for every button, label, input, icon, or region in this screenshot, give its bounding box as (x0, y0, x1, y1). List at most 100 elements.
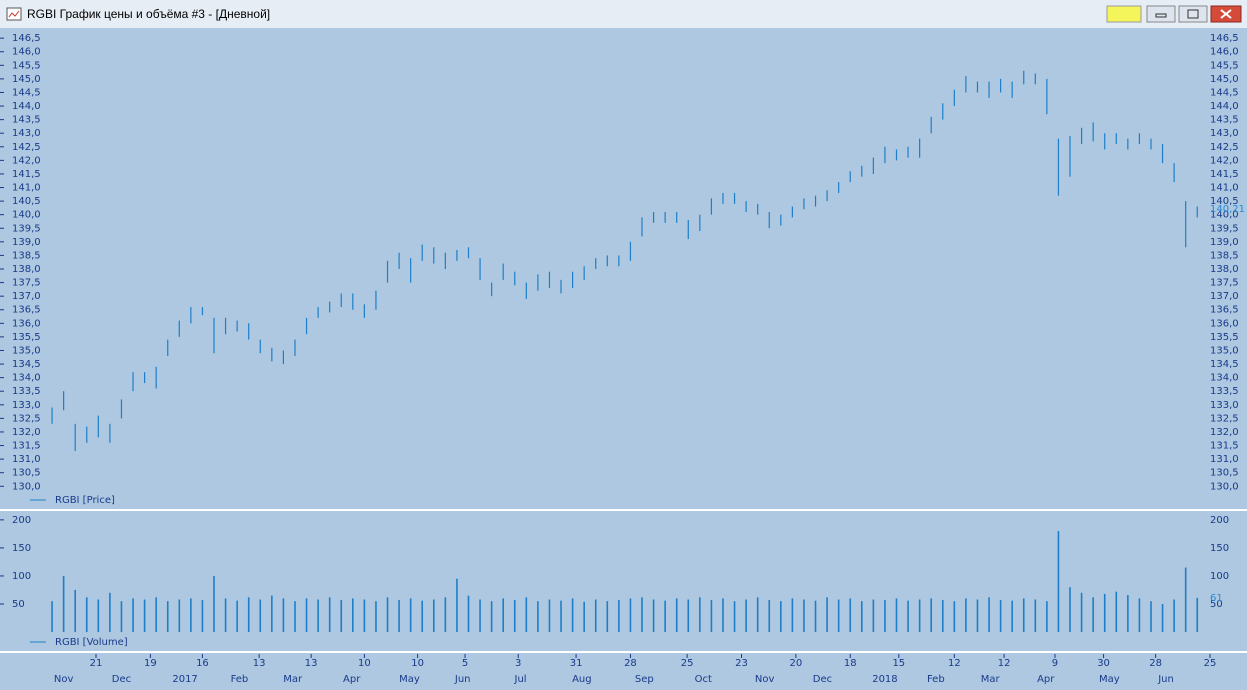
y-tick-label: 145,0 (12, 74, 41, 85)
volume-bar (328, 597, 331, 633)
volume-bar (1150, 601, 1152, 633)
y-tick-label: 200 (12, 515, 31, 526)
x-tick-label: 25 (681, 658, 694, 669)
volume-bar (513, 600, 516, 633)
volume-bar (155, 597, 157, 633)
volume-bar (976, 599, 979, 633)
y-tick-label: 145,5 (1210, 60, 1239, 71)
volume-bar (386, 597, 389, 633)
y-tick-label: 138,5 (12, 250, 41, 261)
x-month-label: Apr (1037, 674, 1055, 685)
volume-bar (907, 600, 909, 633)
y-tick-label: 139,5 (12, 223, 41, 234)
volume-bar (109, 592, 111, 633)
y-tick-label: 100 (12, 571, 31, 582)
x-month-label: Aug (572, 674, 592, 685)
y-tick-label: 50 (12, 599, 25, 610)
volume-bar (294, 601, 296, 633)
y-tick-label: 144,0 (1210, 101, 1239, 112)
y-tick-label: 142,0 (12, 155, 41, 166)
y-tick-label: 146,0 (12, 47, 41, 58)
y-tick-label: 130,0 (12, 481, 41, 492)
volume-bar (201, 600, 204, 633)
y-tick-label: 50 (1210, 599, 1223, 610)
volume-bar (641, 597, 643, 633)
y-tick-label: 145,5 (12, 60, 41, 71)
volume-bar (398, 600, 400, 633)
volume-bar (860, 601, 863, 633)
volume-bar (120, 601, 123, 633)
y-tick-label: 146,5 (12, 33, 41, 44)
volume-bar (837, 599, 840, 633)
volume-bar (363, 599, 366, 633)
volume-bar (849, 598, 852, 633)
y-tick-label: 133,0 (1210, 400, 1239, 411)
volume-bar (502, 598, 504, 633)
x-tick-label: 10 (358, 658, 371, 669)
y-tick-label: 136,5 (12, 305, 41, 316)
maximize-button[interactable] (1178, 5, 1208, 23)
x-month-label: Mar (283, 674, 303, 685)
y-tick-label: 142,5 (12, 142, 41, 153)
x-tick-label: 19 (144, 658, 157, 669)
x-month-label: May (399, 674, 420, 685)
y-tick-label: 150 (12, 543, 31, 554)
y-tick-label: 132,5 (12, 413, 41, 424)
volume-bar (918, 599, 921, 633)
y-tick-label: 138,0 (1210, 264, 1239, 275)
volume-bar (606, 601, 609, 633)
volume-bar (618, 600, 620, 633)
volume-bar (965, 598, 967, 633)
volume-bar (305, 598, 308, 633)
x-month-label: Mar (981, 674, 1001, 685)
minimize-glyph (1155, 13, 1167, 18)
y-tick-label: 143,5 (12, 115, 41, 126)
volume-bar (317, 599, 319, 633)
volume-bar (1092, 597, 1094, 633)
volume-bar (548, 599, 551, 633)
x-tick-label: 13 (253, 658, 266, 669)
volume-bar (953, 601, 956, 633)
volume-bar (74, 589, 76, 633)
volume-bar (375, 601, 377, 633)
y-tick-label: 136,0 (12, 318, 41, 329)
y-tick-label: 141,0 (12, 183, 41, 194)
volume-bar (1173, 599, 1175, 633)
x-month-label: Feb (927, 674, 945, 685)
y-tick-label: 141,5 (1210, 169, 1239, 180)
volume-bar (525, 597, 528, 633)
y-tick-label: 141,5 (12, 169, 41, 180)
window-title: RGBI График цены и объёма #3 - [Дневной] (27, 7, 270, 21)
y-tick-label: 138,0 (12, 264, 41, 275)
volume-bar (988, 597, 990, 633)
volume-bar (930, 598, 933, 633)
y-tick-label: 130,0 (1210, 481, 1239, 492)
volume-bar (560, 600, 562, 633)
y-tick-label: 135,0 (1210, 345, 1239, 356)
volume-bar (710, 600, 713, 633)
volume-bar (271, 595, 273, 633)
y-tick-label: 145,0 (1210, 74, 1239, 85)
x-tick-label: 15 (892, 658, 905, 669)
y-tick-label: 146,5 (1210, 33, 1239, 44)
y-tick-label: 200 (1210, 515, 1229, 526)
volume-bar (97, 599, 100, 633)
volume-bar (1069, 587, 1071, 633)
x-tick-label: 5 (462, 658, 468, 669)
volume-bar (594, 599, 597, 633)
y-tick-label: 143,0 (1210, 128, 1239, 139)
volume-bar (1161, 604, 1164, 633)
y-tick-label: 137,5 (12, 278, 41, 289)
volume-bar (132, 598, 134, 633)
volume-bar (259, 599, 262, 633)
x-month-label: 2017 (172, 674, 197, 685)
volume-bar (1080, 592, 1083, 633)
x-tick-label: 28 (1149, 658, 1162, 669)
y-tick-label: 136,0 (1210, 318, 1239, 329)
volume-bar (583, 601, 585, 633)
legend-label: RGBI [Volume] (55, 637, 128, 648)
volume-bar (722, 598, 724, 633)
link-button[interactable] (1106, 5, 1142, 23)
volume-bar (884, 600, 886, 633)
